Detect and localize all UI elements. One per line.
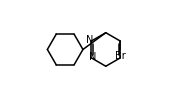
Text: Br: Br [115,51,126,61]
Text: N: N [86,35,93,45]
Text: N: N [89,52,97,62]
